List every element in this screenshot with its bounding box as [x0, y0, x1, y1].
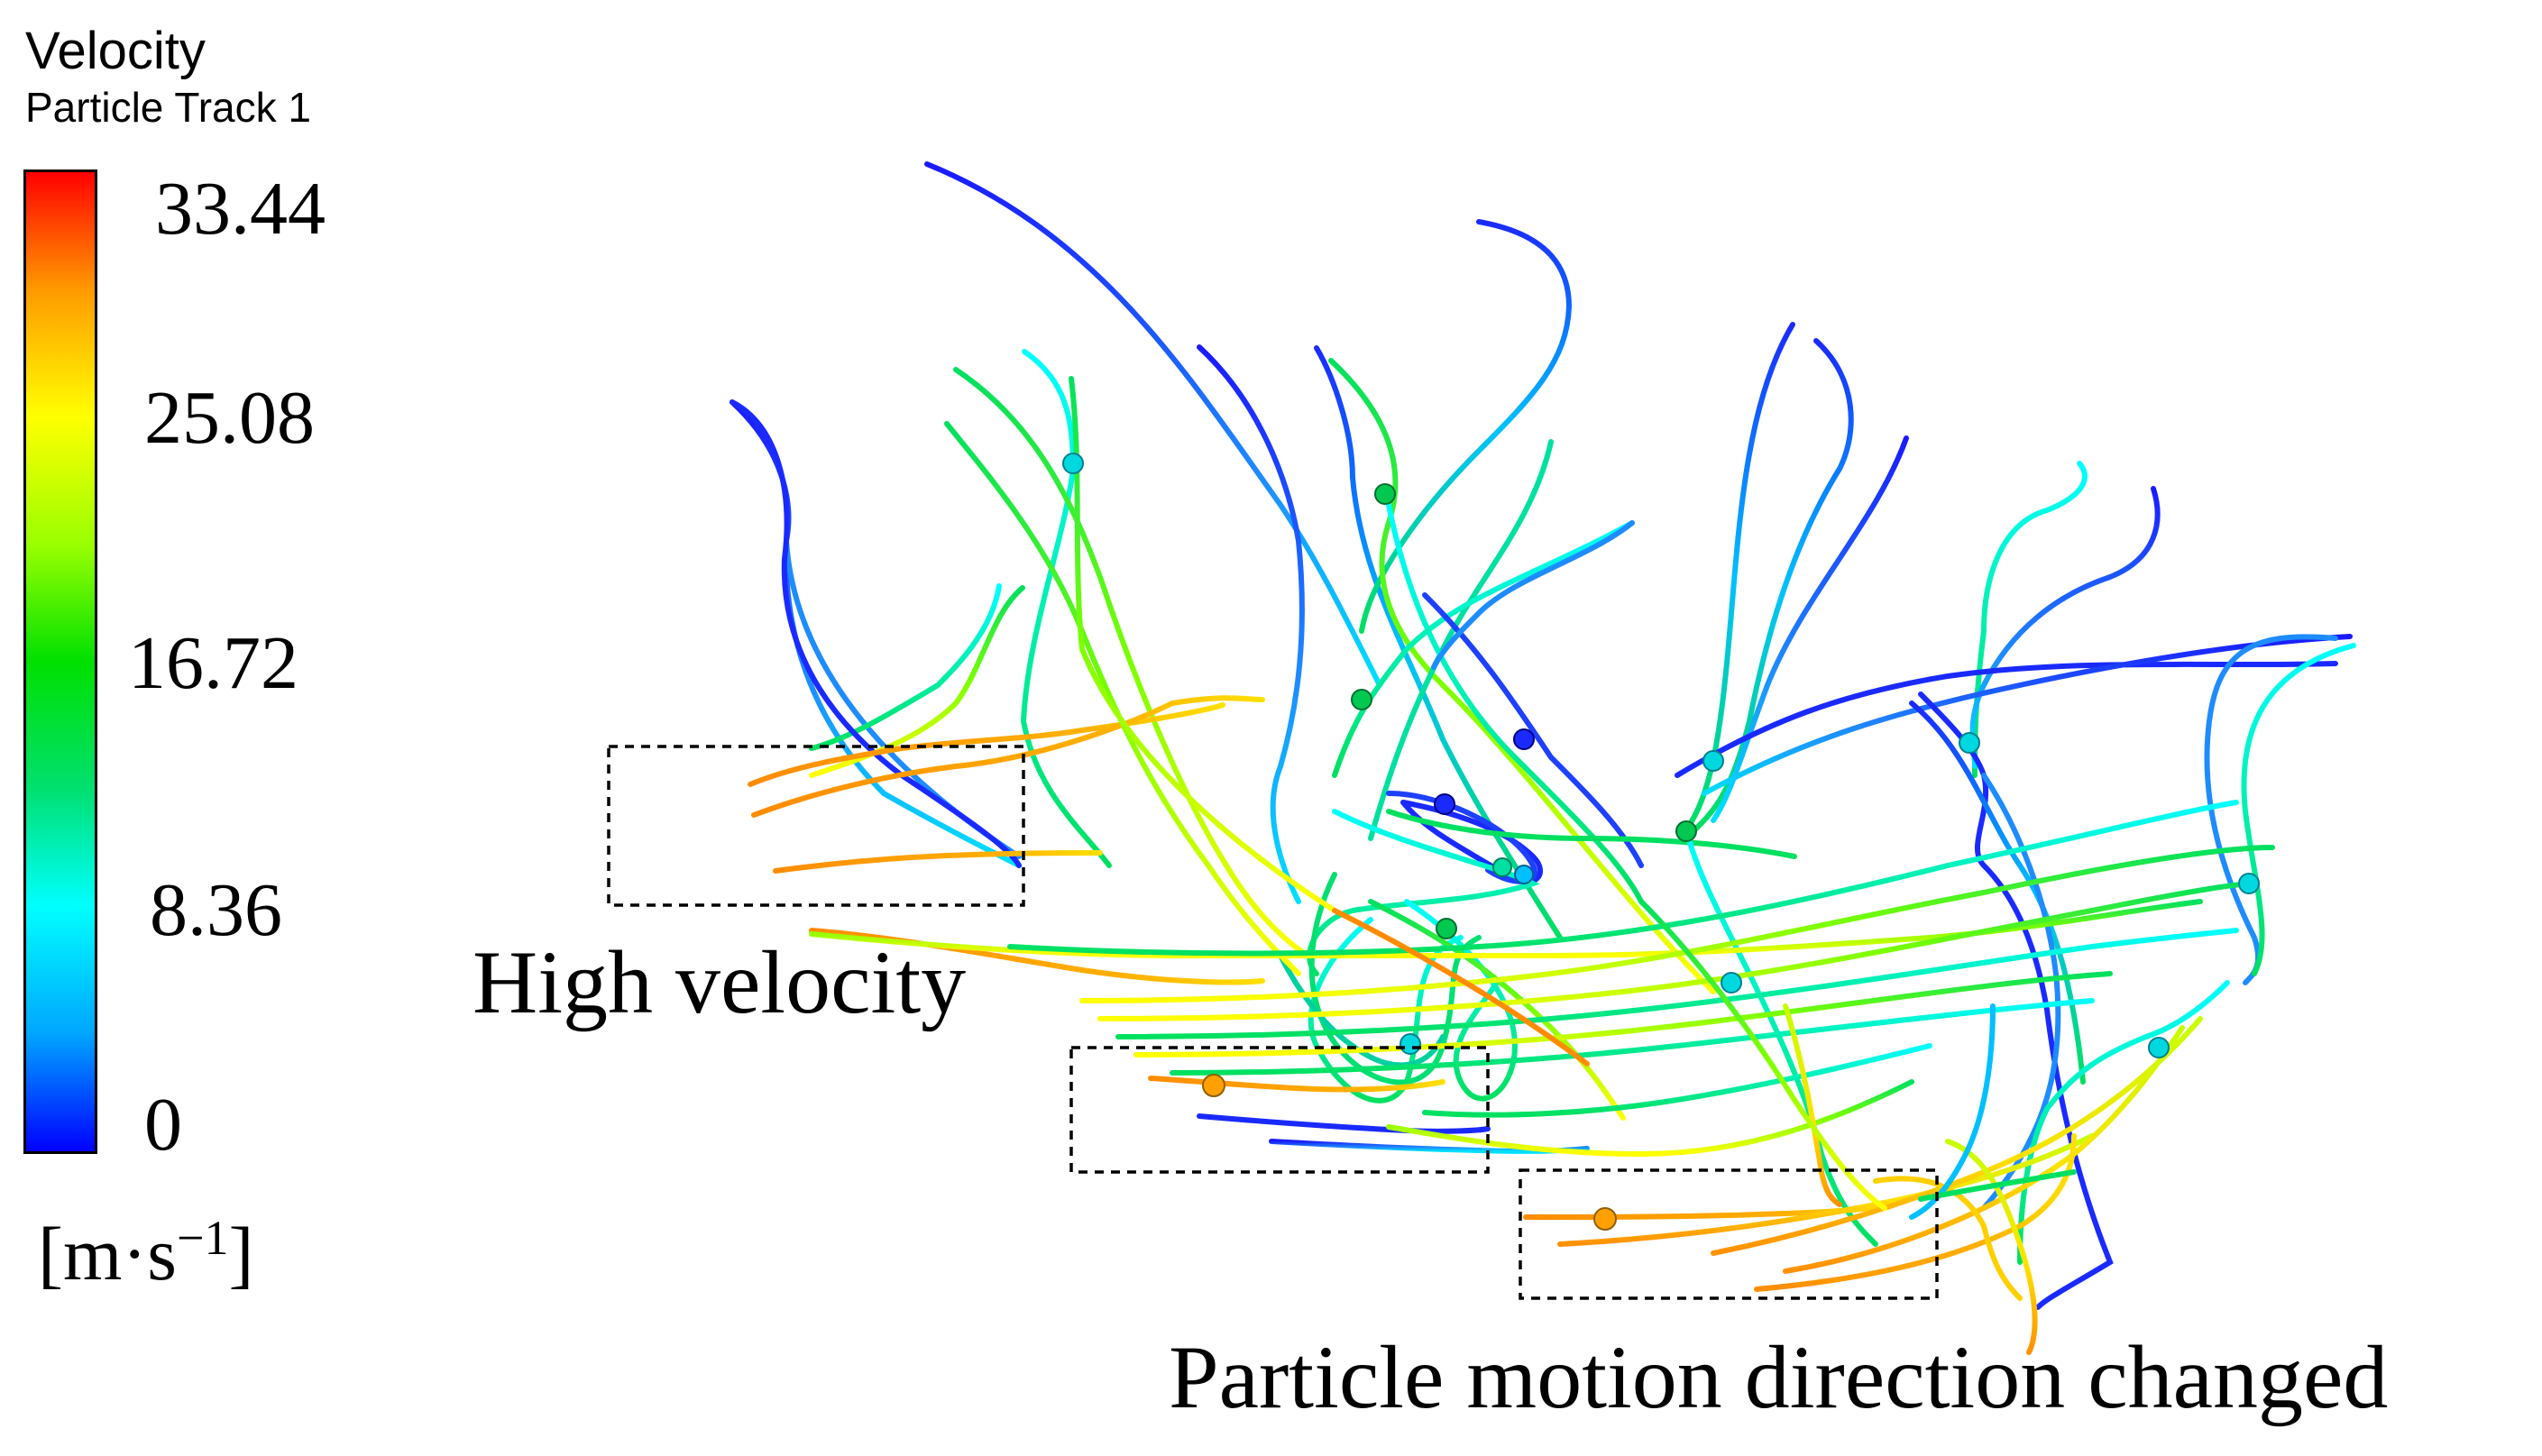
track-line: [1332, 520, 1635, 778]
track-line: [1307, 809, 1540, 976]
track-line: [1972, 461, 2088, 778]
track-line: [1197, 344, 1305, 904]
colorbar-tick-2: 25.08: [144, 376, 315, 460]
track-line: [2241, 643, 2356, 976]
particle-marker: [2148, 1037, 2170, 1058]
legend-subtitle: Particle Track 1: [25, 84, 311, 131]
particle-marker: [1202, 1074, 1225, 1097]
track-line: [1308, 917, 1464, 1103]
unit-prefix: [m·s: [38, 1213, 177, 1296]
unit-label: [m·s−1]: [38, 1213, 253, 1293]
colorbar-tick-min: 0: [144, 1083, 182, 1167]
track-line: [1097, 881, 2257, 1021]
track-line: [1079, 845, 2275, 1003]
track-line: [1693, 338, 1854, 832]
track-line: [1711, 435, 1909, 823]
particle-marker: [1399, 1033, 1421, 1055]
track-line: [1684, 322, 1795, 832]
track-line: [1909, 1003, 1996, 1220]
track-line: [1675, 661, 2338, 778]
direction-change-box-middle: [1069, 1046, 1490, 1174]
track-line: [1400, 800, 1543, 885]
track-line: [1557, 1133, 2095, 1247]
track-line: [1783, 1003, 1842, 1207]
track-line: [1684, 827, 1878, 1247]
particle-marker: [1513, 728, 1535, 750]
track-line: [751, 695, 1265, 818]
track-line: [1197, 1113, 1491, 1134]
legend-title: Velocity: [25, 22, 206, 80]
high-velocity-label: High velocity: [473, 932, 967, 1032]
track-line: [773, 850, 1103, 874]
colorbar-tick-3: 16.72: [128, 621, 298, 705]
track-line: [953, 367, 1310, 958]
track-line: [1981, 773, 2061, 1211]
direction-changed-label: Particle motion direction changed: [1169, 1327, 2389, 1427]
colorbar-tick-max: 33.44: [155, 167, 326, 251]
track-line: [748, 702, 1225, 787]
colorbar-tick-4: 8.36: [150, 868, 282, 952]
particle-marker: [1351, 689, 1372, 710]
velocity-colorbar: [23, 169, 97, 1154]
unit-exponent: −1: [176, 1211, 229, 1265]
track-line: [2204, 634, 2338, 985]
particle-marker: [1436, 918, 1457, 939]
track-line: [1873, 1176, 2023, 1301]
track-line: [809, 583, 1002, 751]
track-line: [1386, 1079, 1914, 1158]
track-line: [1007, 800, 2239, 957]
track-line: [1332, 908, 1590, 1067]
particle-marker: [1959, 732, 1980, 754]
particle-marker: [1721, 972, 1742, 994]
track-line: [1069, 376, 1337, 913]
particle-marker: [1434, 793, 1455, 815]
track-line: [1314, 345, 1563, 940]
track-line: [924, 161, 1382, 688]
unit-suffix: ]: [228, 1213, 254, 1296]
annotation-boxes: [607, 745, 1939, 1300]
track-line: [1308, 872, 1482, 1085]
track-line: [1148, 1076, 1445, 1093]
track-line: [1020, 349, 1112, 868]
track-line: [730, 399, 1022, 868]
particle-marker: [1374, 483, 1396, 505]
track-lines: [730, 161, 2356, 1355]
direction-change-box-right: [1519, 1168, 1939, 1300]
track-line: [1783, 1025, 2185, 1274]
particle-marker: [1593, 1207, 1617, 1231]
track-line: [1945, 1139, 2038, 1355]
track-line: [784, 538, 1022, 859]
track-line: [1386, 809, 1797, 859]
track-line: [1638, 899, 1887, 1211]
track-line: [1431, 520, 1635, 670]
particle-marker: [1702, 750, 1724, 772]
particle-markers: [1062, 453, 2260, 1231]
track-line: [1404, 899, 1519, 1102]
track-line: [730, 399, 1022, 868]
track-line: [1133, 971, 2113, 1058]
track-line: [1969, 486, 2161, 769]
particle-marker: [1062, 453, 1084, 474]
particle-marker: [1514, 865, 1534, 884]
high-velocity-box: [607, 745, 1025, 907]
track-line: [1328, 358, 1716, 994]
track-line: [1422, 1043, 1932, 1118]
track-line: [1422, 592, 1644, 868]
track-line: [1386, 502, 1644, 904]
track-line: [1278, 953, 1445, 1068]
particle-marker: [1675, 820, 1697, 842]
track-line: [1115, 928, 2239, 1039]
track-line: [809, 585, 1025, 778]
particle-marker: [2238, 873, 2260, 894]
track-line: [1386, 791, 1537, 884]
particle-marker: [1492, 857, 1512, 877]
track-line: [1170, 998, 2095, 1076]
